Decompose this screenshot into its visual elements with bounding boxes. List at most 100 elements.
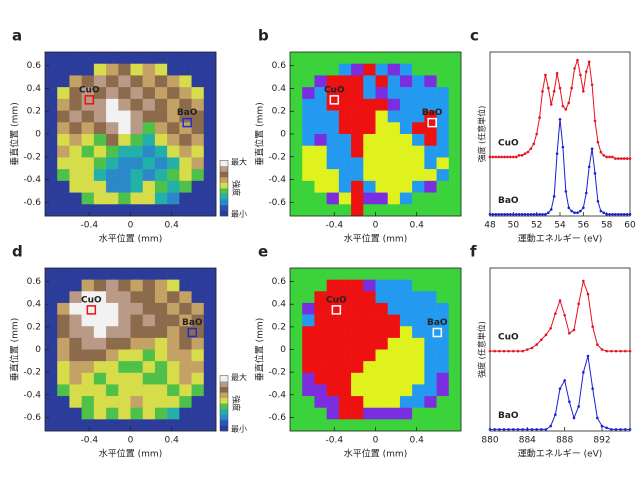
map-cell (130, 63, 144, 76)
map-cell (191, 110, 205, 123)
x-axis-label: 運動エネルギー (eV) (518, 449, 603, 460)
map-cell (154, 349, 168, 362)
map-cell (167, 372, 180, 385)
map-cell (154, 314, 168, 327)
map-cell (179, 268, 192, 280)
spectrum-point (526, 348, 529, 351)
map-cell (191, 122, 205, 135)
y-tick-label: -0.2 (268, 368, 286, 378)
map-cell (167, 349, 180, 362)
map-cell (203, 407, 217, 420)
map-cell (424, 52, 437, 65)
map-cell (314, 75, 327, 88)
colorbar-swatch (220, 392, 228, 399)
colorbar-swatch (220, 419, 228, 426)
map-cell (179, 52, 192, 65)
map-cell (424, 145, 437, 158)
spectrum-point (535, 213, 538, 216)
map-cell (387, 145, 401, 158)
map-cell (45, 268, 58, 280)
y-tick-label: -0.6 (268, 413, 286, 423)
map-cell (203, 98, 217, 111)
sample-marker (84, 95, 95, 105)
map-cell (203, 384, 217, 397)
map-cell (351, 291, 364, 304)
map-cell (314, 145, 327, 158)
map-cell (351, 314, 364, 327)
map-cell (142, 314, 156, 327)
spectrum-point (584, 70, 588, 73)
map-cell (314, 204, 327, 217)
map-cell (302, 337, 315, 350)
map-cell (290, 75, 303, 88)
map-cell (424, 419, 437, 432)
map-cell (118, 110, 131, 123)
spectrum-point (625, 213, 629, 216)
spectrum-point (544, 333, 548, 337)
spectrum-point (605, 155, 608, 159)
spectrum-point (624, 428, 627, 431)
map-cell (130, 314, 144, 327)
colorbar-swatch (220, 408, 228, 415)
map-cell (69, 145, 82, 158)
map-cell (106, 169, 119, 182)
map-cell (375, 87, 389, 100)
map-cell (387, 279, 401, 292)
map-cell (118, 98, 131, 111)
map-cell (142, 145, 156, 158)
map-cell (191, 291, 205, 304)
x-tick-label: 54 (554, 221, 566, 231)
map-cell (399, 98, 413, 111)
map-cell (351, 110, 364, 123)
spectrum-point (526, 213, 530, 216)
map-cell (93, 361, 107, 374)
map-cell (118, 384, 131, 397)
map-cell (436, 192, 450, 205)
map-cell (154, 279, 168, 292)
map-cell (69, 134, 82, 147)
map-cell (351, 326, 364, 339)
map-cell (203, 157, 217, 170)
map-cell (326, 384, 340, 397)
series-label: CuO (498, 138, 519, 148)
map-cell (302, 192, 315, 205)
map-cell (375, 302, 389, 315)
map-cell (375, 122, 389, 135)
map-cell (326, 279, 340, 292)
colorbar-swatch (220, 210, 228, 217)
map-cell (338, 419, 352, 432)
colorbar-swatch (220, 165, 228, 172)
colorbar-swatch (220, 193, 228, 200)
spectrum-point (523, 213, 527, 216)
map-cell (179, 419, 192, 432)
map-cell (81, 361, 95, 374)
spectrum-point (558, 299, 562, 302)
x-axis-label: 運動エネルギー (eV) (518, 234, 603, 245)
map-cell (203, 314, 217, 327)
map-cell (93, 372, 107, 385)
map-cell (338, 349, 352, 362)
map-cell (93, 419, 107, 432)
map-cell (45, 192, 58, 205)
map-cell (387, 87, 401, 100)
map-cell (436, 314, 450, 327)
map-cell (387, 349, 401, 362)
map-cell (448, 419, 462, 432)
map-cell (57, 75, 70, 88)
map-cell (399, 326, 413, 339)
map-cell (57, 145, 70, 158)
map-cell (314, 157, 327, 170)
map-cell (203, 302, 217, 315)
map-cell (399, 145, 413, 158)
colorbar-max: 最大 (231, 372, 247, 382)
map-cell (436, 110, 450, 123)
map-cell (363, 268, 376, 280)
sample-marker (331, 305, 342, 315)
spectrum-point (577, 302, 580, 306)
map-cell (436, 157, 450, 170)
spectrum-point (582, 279, 585, 283)
colorbar-swatch (220, 381, 228, 387)
map-cell (399, 407, 413, 420)
map-cell (448, 361, 462, 374)
spectrum-point (622, 157, 626, 160)
